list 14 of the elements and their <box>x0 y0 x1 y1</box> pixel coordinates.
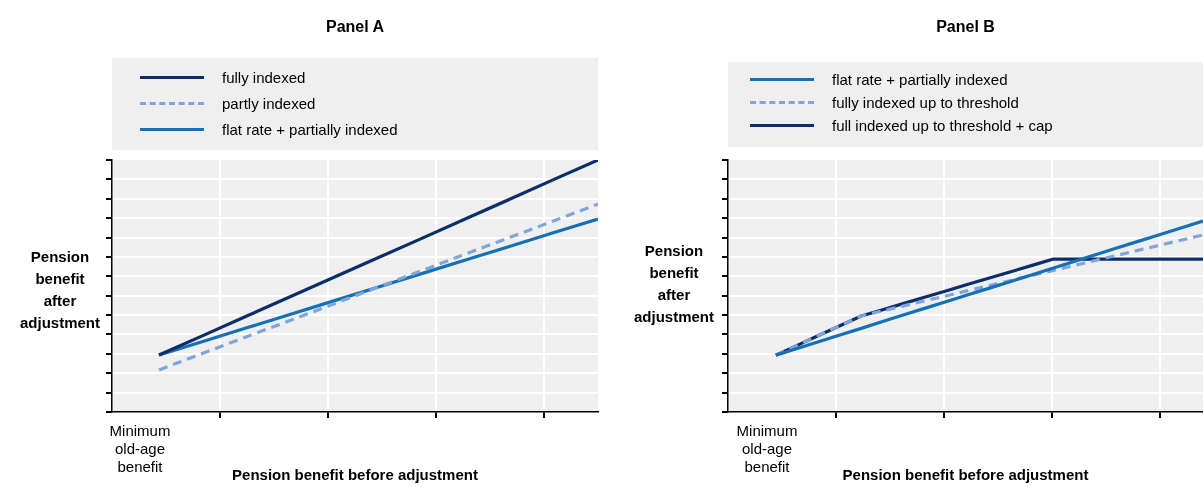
chart-title: Panel B <box>935 18 996 36</box>
text: Minimum old-age benefit <box>108 422 172 476</box>
legend-label: fully indexed up to threshold <box>832 94 1019 111</box>
legend-label: flat rate + partially indexed <box>832 71 1008 88</box>
text: Minimum old-age benefit <box>735 422 799 476</box>
legend-label: partly indexed <box>222 94 316 112</box>
chart-title: Panel A <box>324 18 386 36</box>
legend-label: fully indexed <box>222 68 306 86</box>
y-axis-title: Pension benefit after adjustment <box>633 241 715 327</box>
x-axis-title: Pension benefit before adjustment <box>842 466 1089 483</box>
x-axis-title: Pension benefit before adjustment <box>232 466 478 483</box>
legend-label: flat rate + partially indexed <box>222 120 398 138</box>
y-axis-title: Pension benefit after adjustment <box>19 247 101 333</box>
legend-label: full indexed up to threshold + cap <box>832 117 1053 134</box>
